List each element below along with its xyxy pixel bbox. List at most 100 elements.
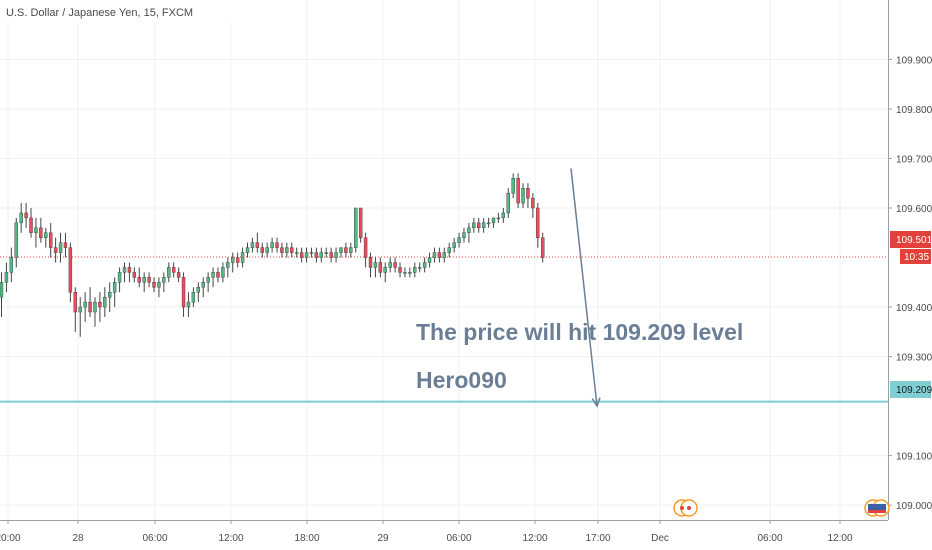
candle[interactable]	[383, 262, 387, 283]
candle[interactable]	[290, 242, 294, 258]
candle[interactable]	[235, 252, 240, 268]
candle[interactable]	[63, 232, 68, 258]
candle[interactable]	[398, 262, 402, 278]
candle[interactable]	[112, 277, 117, 308]
candle[interactable]	[127, 262, 132, 283]
candle[interactable]	[295, 247, 299, 258]
candle[interactable]	[216, 267, 220, 283]
candle[interactable]	[108, 282, 112, 312]
candle[interactable]	[167, 262, 171, 283]
candle[interactable]	[39, 217, 43, 243]
candle[interactable]	[467, 222, 471, 243]
candle[interactable]	[226, 257, 230, 278]
candle[interactable]	[280, 242, 284, 258]
candle[interactable]	[447, 242, 451, 258]
candle[interactable]	[477, 217, 481, 233]
candle[interactable]	[285, 242, 289, 258]
candle[interactable]	[171, 262, 176, 278]
candle[interactable]	[147, 272, 151, 288]
candle[interactable]	[49, 222, 53, 258]
candle[interactable]	[496, 212, 501, 223]
candle[interactable]	[481, 217, 486, 233]
candle[interactable]	[19, 203, 23, 233]
candle[interactable]	[373, 257, 378, 278]
candle[interactable]	[44, 227, 48, 248]
candle[interactable]	[462, 227, 466, 243]
candle[interactable]	[68, 242, 73, 303]
candle[interactable]	[176, 267, 181, 283]
candle[interactable]	[162, 272, 166, 293]
candle[interactable]	[526, 183, 530, 208]
candle[interactable]	[122, 262, 127, 283]
trend-arrow[interactable]	[570, 168, 598, 407]
candle[interactable]	[486, 217, 491, 228]
candle[interactable]	[137, 267, 141, 288]
candle[interactable]	[501, 208, 506, 223]
candle[interactable]	[201, 277, 205, 298]
candle[interactable]	[422, 257, 427, 273]
candle[interactable]	[211, 267, 215, 288]
candle[interactable]	[491, 217, 496, 228]
candle[interactable]	[117, 267, 122, 293]
candle[interactable]	[418, 262, 422, 273]
candle[interactable]	[4, 262, 9, 293]
candle[interactable]	[427, 252, 432, 268]
candle[interactable]	[98, 292, 102, 322]
candle[interactable]	[432, 247, 437, 263]
candle[interactable]	[314, 247, 319, 263]
candle[interactable]	[536, 203, 540, 248]
candle[interactable]	[240, 247, 245, 268]
candle[interactable]	[78, 297, 82, 337]
candle[interactable]	[270, 237, 274, 253]
candle[interactable]	[245, 242, 250, 258]
candle[interactable]	[103, 287, 107, 317]
candle[interactable]	[363, 232, 368, 268]
candle[interactable]	[255, 232, 260, 253]
candle[interactable]	[413, 262, 417, 278]
candle[interactable]	[304, 247, 309, 263]
candle[interactable]	[457, 232, 461, 248]
candle[interactable]	[93, 297, 97, 327]
candle[interactable]	[88, 287, 92, 317]
candle[interactable]	[181, 272, 186, 317]
candle[interactable]	[442, 247, 446, 263]
candle[interactable]	[378, 257, 383, 278]
candle[interactable]	[0, 272, 4, 317]
candle[interactable]	[511, 173, 515, 199]
candle[interactable]	[354, 207, 358, 253]
candle[interactable]	[191, 287, 196, 308]
candle[interactable]	[250, 237, 255, 253]
candle[interactable]	[521, 183, 525, 208]
candle[interactable]	[437, 247, 442, 263]
candle[interactable]	[132, 267, 137, 283]
candle[interactable]	[196, 282, 201, 303]
candle[interactable]	[231, 252, 235, 273]
candle[interactable]	[309, 247, 314, 258]
candle[interactable]	[299, 247, 304, 263]
candle[interactable]	[157, 277, 161, 298]
candle[interactable]	[403, 267, 407, 278]
candle[interactable]	[388, 257, 392, 273]
candle[interactable]	[14, 217, 18, 268]
candle[interactable]	[472, 217, 476, 233]
candle[interactable]	[368, 252, 373, 278]
candle[interactable]	[329, 247, 333, 263]
annotation-text[interactable]: The price will hit 109.209 level	[416, 319, 743, 345]
candle[interactable]	[531, 193, 535, 218]
candle[interactable]	[408, 267, 412, 278]
candle[interactable]	[344, 242, 348, 258]
candle[interactable]	[83, 292, 87, 322]
candle[interactable]	[24, 203, 28, 228]
candle[interactable]	[73, 287, 78, 332]
candle[interactable]	[275, 237, 279, 253]
candle[interactable]	[186, 292, 191, 317]
candle[interactable]	[334, 247, 338, 263]
candle[interactable]	[152, 277, 156, 293]
candle[interactable]	[516, 173, 520, 208]
candle[interactable]	[29, 208, 33, 238]
candle[interactable]	[319, 247, 323, 263]
candle[interactable]	[339, 247, 343, 258]
candle[interactable]	[349, 242, 353, 258]
candle[interactable]	[58, 232, 63, 263]
